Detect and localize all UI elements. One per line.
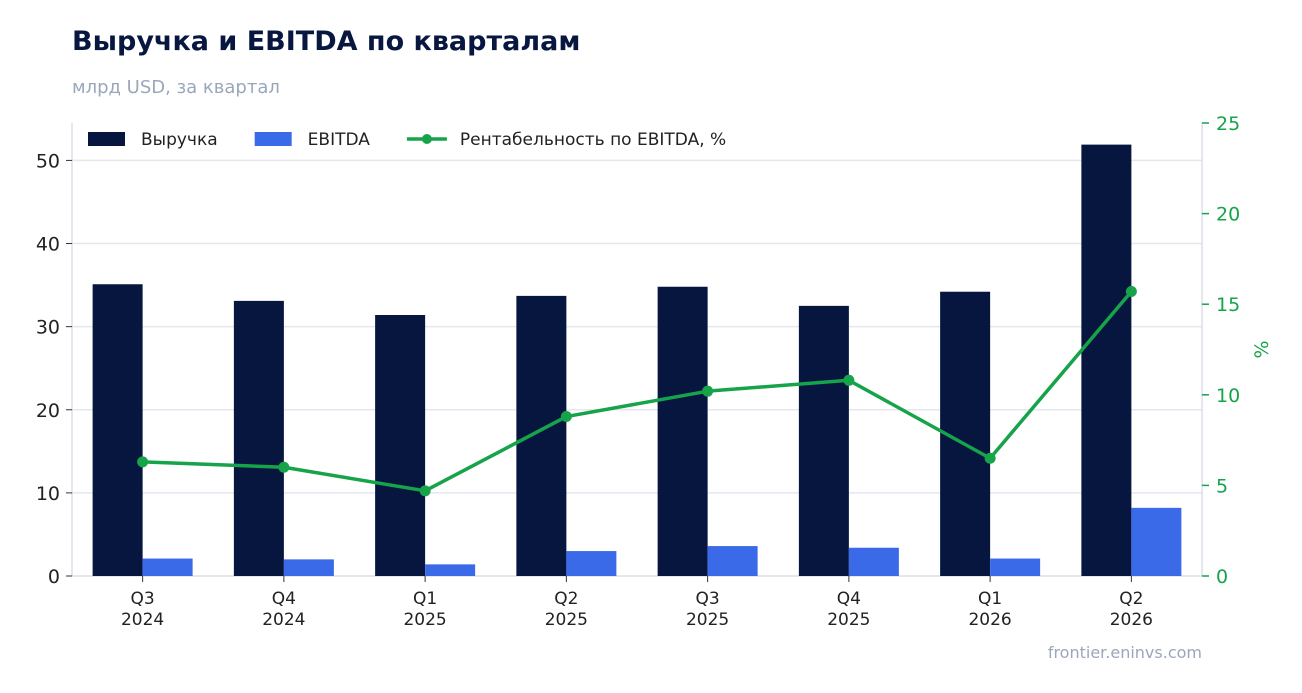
x-tick-label-quarter: Q2	[1119, 589, 1143, 609]
revenue-bar	[1081, 144, 1132, 576]
left-tick-label: 50	[36, 150, 60, 172]
ebitda-bar	[990, 558, 1041, 576]
chart-subtitle: млрд USD, за квартал	[72, 77, 280, 98]
x-tick-label-quarter: Q4	[272, 589, 296, 609]
revenue-bar	[375, 315, 426, 576]
right-tick-label: 25	[1216, 113, 1240, 135]
legend-margin-marker	[421, 134, 432, 144]
right-axis-label: %	[1251, 340, 1273, 358]
x-tick-label-quarter: Q3	[131, 589, 155, 609]
margin-line	[142, 290, 1133, 493]
margin-point	[137, 456, 149, 468]
margin-point	[419, 485, 431, 497]
left-tick-label: 10	[36, 483, 60, 505]
ebitda-bar	[566, 551, 617, 576]
x-tick-label-year: 2024	[262, 610, 305, 630]
x-tick-label-quarter: Q3	[696, 589, 720, 609]
margin-point	[984, 452, 996, 464]
margin-point	[278, 461, 290, 473]
ebitda-bar	[283, 559, 334, 576]
x-tick-label-year: 2026	[1110, 610, 1153, 630]
legend-ebitda-label: EBITDA	[308, 130, 371, 150]
left-tick-label: 40	[36, 234, 60, 256]
left-tick-label: 0	[48, 566, 60, 588]
revenue-bar	[657, 286, 708, 576]
x-tick-label-quarter: Q1	[978, 589, 1002, 609]
legend-ebitda-swatch	[254, 132, 292, 146]
x-tick-label-year: 2024	[121, 610, 164, 630]
left-tick-label: 20	[36, 400, 60, 422]
right-tick-label: 10	[1216, 385, 1240, 407]
legend-revenue-label: Выручка	[141, 130, 218, 150]
ebitda-bar	[425, 564, 476, 576]
margin-point	[1125, 286, 1137, 298]
left-tick-label: 30	[36, 317, 60, 339]
x-tick-label-year: 2025	[545, 610, 588, 630]
ebitda-bar	[1131, 507, 1182, 576]
source-label: frontier.eninvs.com	[1047, 643, 1202, 662]
right-tick-label: 5	[1216, 475, 1228, 497]
x-tick-label-year: 2025	[686, 610, 729, 630]
x-tick-label-year: 2025	[827, 610, 870, 630]
revenue-bar	[798, 305, 849, 576]
right-tick-label: 20	[1216, 204, 1240, 226]
legend-revenue-swatch	[88, 132, 125, 146]
x-tick-label-quarter: Q1	[413, 589, 437, 609]
x-tick-label-year: 2026	[968, 610, 1011, 630]
margin-point	[560, 411, 572, 423]
margin-point	[843, 374, 855, 386]
chart-title: Выручка и EBITDA по кварталам	[72, 26, 581, 57]
right-tick-label: 15	[1216, 294, 1240, 316]
x-tick-label-quarter: Q4	[837, 589, 861, 609]
ebitda-bar	[848, 547, 899, 576]
margin-point	[702, 385, 714, 397]
x-tick-label-quarter: Q2	[554, 589, 578, 609]
revenue-bar	[233, 300, 284, 576]
ebitda-bar	[707, 546, 758, 576]
right-tick-label: 0	[1216, 566, 1228, 588]
ebitda-bar	[142, 558, 193, 576]
revenue-bar	[92, 284, 143, 576]
legend-margin-label: Рентабельность по EBITDA, %	[460, 130, 726, 150]
x-tick-label-year: 2025	[403, 610, 446, 630]
revenue-bar	[516, 295, 567, 576]
